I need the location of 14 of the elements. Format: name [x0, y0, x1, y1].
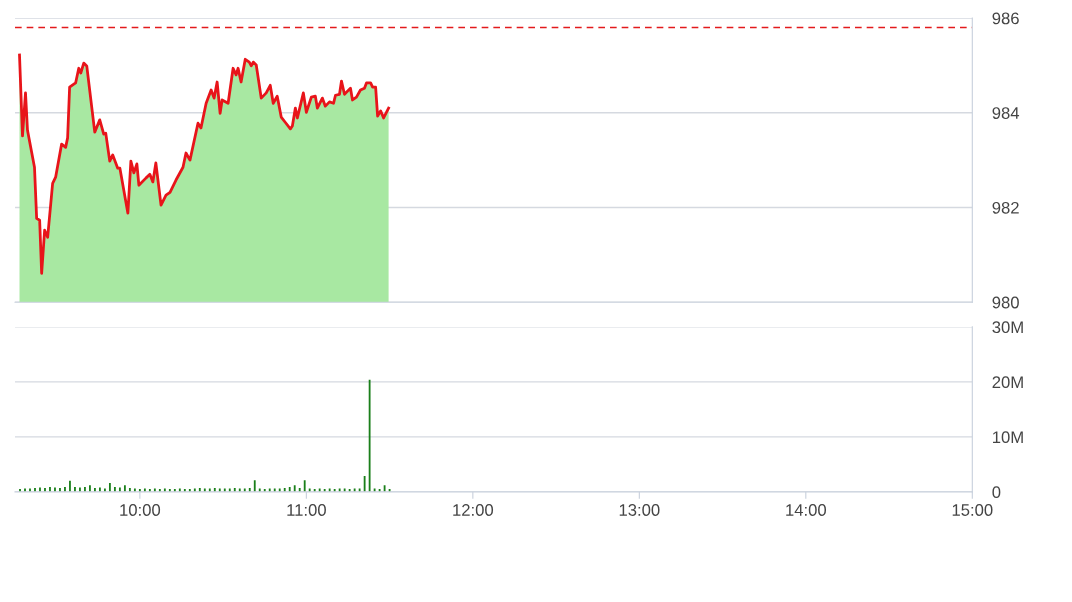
- y-tick-label: 30M: [992, 321, 1023, 334]
- x-tick-label: 12:00: [453, 504, 494, 516]
- x-tick-label: 13:00: [619, 504, 660, 516]
- y-tick-label: 982: [992, 201, 1019, 214]
- y-tick-label: 986: [992, 12, 1019, 25]
- y-tick-label: 984: [992, 107, 1020, 119]
- x-tick-label: 15:00: [952, 504, 993, 516]
- x-tick-label: 11:00: [287, 504, 326, 516]
- y-tick-label: 10M: [993, 431, 1023, 444]
- y-tick-label: 20M: [992, 376, 1023, 389]
- x-tick-label: 14:00: [786, 504, 827, 516]
- y-tick-label: 980: [992, 296, 1019, 309]
- y-tick-label: 0: [992, 486, 1001, 499]
- x-tick-label: 10:00: [120, 504, 161, 516]
